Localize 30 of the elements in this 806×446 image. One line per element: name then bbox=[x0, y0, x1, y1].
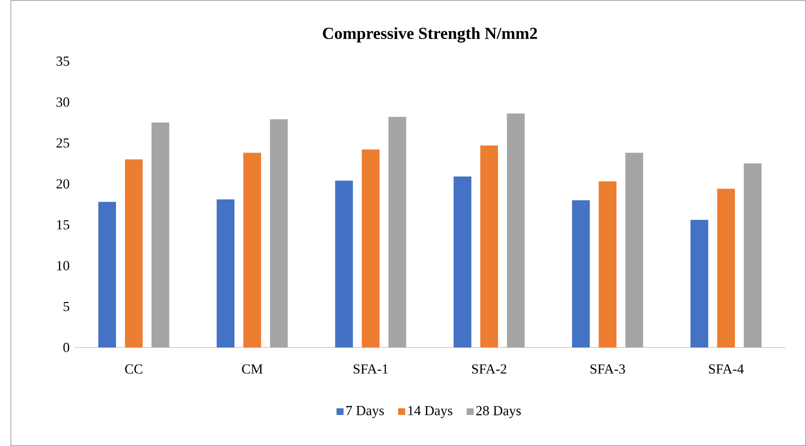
bar bbox=[717, 188, 735, 348]
y-tick-label: 20 bbox=[56, 179, 70, 188]
bar bbox=[335, 180, 353, 348]
y-tick-label: 35 bbox=[56, 56, 70, 66]
bar bbox=[124, 159, 143, 348]
y-tick-label: 0 bbox=[63, 342, 70, 352]
legend-label: 28 Days bbox=[476, 406, 521, 418]
bar bbox=[690, 220, 708, 348]
bar bbox=[243, 152, 262, 348]
bar bbox=[572, 200, 590, 348]
y-tick-label: 10 bbox=[57, 260, 70, 270]
legend-label: 7 Days bbox=[346, 406, 384, 418]
bar bbox=[598, 181, 616, 348]
y-tick-label: 25 bbox=[56, 138, 70, 148]
y-tick-label: 15 bbox=[57, 220, 70, 230]
x-tick-label: CM bbox=[242, 364, 263, 374]
bar bbox=[362, 149, 380, 348]
x-tick-label: CC bbox=[125, 364, 142, 374]
bar bbox=[454, 176, 472, 348]
chart-title: Compressive Strength N/mm2 bbox=[322, 27, 537, 42]
x-tick-label: SFA-3 bbox=[590, 364, 625, 374]
bar bbox=[216, 199, 234, 348]
x-tick-label: SFA-4 bbox=[709, 364, 744, 374]
y-tick-label: 5 bbox=[64, 302, 70, 312]
x-tick-label: SFA-2 bbox=[472, 364, 506, 374]
y-tick-label: 30 bbox=[56, 97, 70, 107]
bar bbox=[480, 145, 498, 348]
legend-label: 14 Days bbox=[408, 406, 452, 418]
x-tick-label: SFA-1 bbox=[354, 364, 388, 374]
bar bbox=[98, 202, 116, 348]
